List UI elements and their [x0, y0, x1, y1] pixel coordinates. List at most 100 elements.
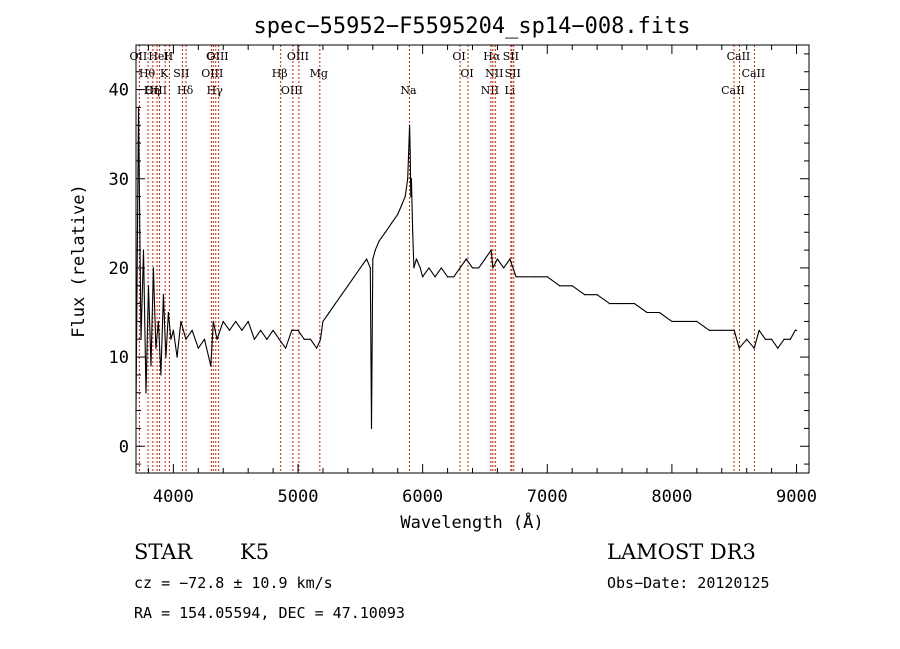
spectrum-data-point: [571, 285, 573, 287]
spectrum-data-point: [210, 365, 212, 367]
spectrum-data-point: [546, 276, 548, 278]
spectrum-data-point: [794, 329, 796, 331]
spectrum-data-point: [404, 195, 406, 198]
x-axis-label: Wavelength (Å): [400, 511, 543, 533]
spectrum-data-point: [167, 311, 170, 314]
spectrum-data-point: [284, 347, 287, 349]
spectrum-data-point: [291, 329, 293, 331]
spectral-line-label: Mg: [310, 67, 328, 80]
spectral-line-label: SII: [503, 50, 519, 63]
spectrum-data-point: [771, 338, 773, 340]
spectrum-data-point: [492, 267, 494, 269]
spectrum-data-point: [509, 258, 511, 260]
spectral-line-label: OIII: [207, 50, 229, 63]
spectral-line-label: OII: [130, 50, 148, 63]
spectrum-data-point: [795, 329, 798, 331]
spectrum-data-point: [180, 320, 182, 323]
spectrum-data-point: [459, 267, 461, 269]
spectrum-data-point: [160, 374, 162, 376]
spectral-line-label: G: [206, 50, 215, 63]
spectrum-data-point: [746, 338, 748, 340]
spectrum-data-point: [157, 320, 160, 323]
spectral-line-label: Li: [504, 84, 515, 97]
spectrum-data-point: [608, 302, 611, 305]
spectrum-data-point: [683, 320, 685, 323]
spectrum-data-point: [408, 124, 411, 126]
spectrum-data-point: [147, 285, 150, 287]
survey-name: LAMOST DR3: [607, 540, 756, 564]
x-tick-label: 8000: [651, 487, 692, 507]
spectrum-data-point: [228, 329, 231, 331]
spectrum-data-point: [419, 267, 421, 269]
spectrum-data-point: [260, 329, 262, 331]
spectrum-data-point: [176, 356, 178, 358]
spectrum-data-point: [777, 347, 779, 349]
spectrum-data-point: [347, 285, 349, 287]
spectrum-series-line: [135, 106, 797, 429]
spectrum-data-point: [384, 231, 386, 233]
spectrum-data-point: [789, 338, 791, 340]
spectrum-data-point: [370, 427, 373, 430]
chart-title: spec−55952−F5595204_sp14−008.fits: [253, 14, 690, 39]
spectrum-data-point: [365, 258, 368, 260]
spectrum-data-point: [758, 329, 760, 331]
spectrum-chart: spec−55952−F5595204_sp14−008.fits OII Hθ O…: [69, 14, 817, 533]
spectrum-data-point: [696, 320, 698, 323]
spectral-line-label: NII: [485, 67, 503, 80]
spectrum-data-point: [397, 213, 399, 216]
spectrum-data-point: [465, 258, 467, 260]
spectral-line-label: Hη: [144, 84, 160, 97]
spectrum-data-point: [162, 294, 165, 296]
spectrum-data-point: [410, 195, 412, 198]
spectrum-data-point: [738, 347, 740, 349]
redshift-cz: cz = −72.8 ± 10.9 km/s: [134, 574, 333, 592]
spectrum-data-point: [422, 276, 424, 278]
x-tick-label: 6000: [402, 487, 443, 507]
spectrum-data-point: [764, 338, 766, 340]
spectral-line-label: Hα: [483, 50, 501, 63]
spectrum-data-point: [534, 276, 536, 278]
spectral-line-label: OIII: [201, 67, 223, 80]
spectral-line-label: OI: [460, 67, 473, 80]
y-tick-label: 0: [119, 437, 129, 457]
spectrum-data-point: [272, 329, 274, 331]
spectrum-data-point: [409, 151, 411, 153]
spectrum-data-point: [212, 320, 214, 323]
spectrum-data-point: [658, 311, 661, 314]
spectrum-data-point: [297, 329, 299, 331]
x-tick-label: 7000: [527, 487, 568, 507]
spectrum-data-point: [434, 276, 436, 278]
spectral-line-label: SII: [505, 67, 521, 80]
spectral-line-label: Hβ: [272, 67, 288, 80]
spectrum-data-point: [490, 249, 492, 251]
spectrum-data-point: [328, 311, 330, 314]
spectral-line-label: NII: [481, 84, 499, 97]
spectrum-data-point: [150, 365, 152, 367]
spectral-line-label: Na: [400, 84, 417, 97]
spectrum-data-point: [170, 338, 172, 340]
spectral-line-label: K: [160, 67, 169, 80]
y-tick-label: 10: [109, 348, 129, 368]
spectrum-data-point: [412, 231, 414, 233]
spectrum-data-point: [721, 329, 723, 331]
object-subclass: K5: [240, 540, 270, 564]
spectrum-data-point: [484, 258, 486, 260]
spectrum-data-point: [353, 276, 355, 278]
spectral-line-label: OI: [452, 50, 465, 63]
spectrum-data-point: [671, 320, 673, 323]
spectrum-data-point: [197, 347, 199, 349]
spectrum-data-point: [165, 356, 167, 358]
spectrum-data-point: [521, 276, 523, 278]
spectral-line-label: CaII: [721, 84, 745, 97]
spectrum-data-point: [446, 276, 449, 278]
spectrum-data-point: [733, 329, 735, 331]
spectral-line-label: OIII: [287, 50, 309, 63]
spectrum-data-point: [440, 267, 442, 269]
spectrum-data-point: [266, 338, 268, 340]
spectrum-data-point: [415, 258, 418, 260]
spectrum-data-point: [253, 338, 255, 340]
spectrum-data-point: [152, 267, 155, 269]
spectrum-data-point: [633, 302, 636, 305]
spectral-line-label: Hγ: [207, 84, 224, 97]
spectrum-data-point: [471, 267, 474, 269]
